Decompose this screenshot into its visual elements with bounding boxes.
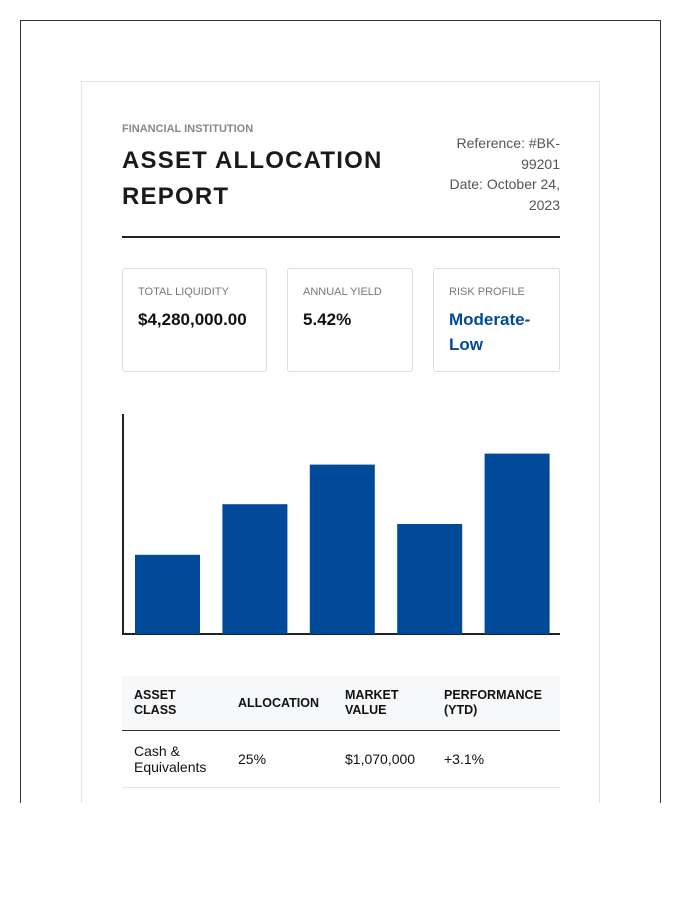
reference: Reference: #BK-99201 <box>456 135 561 172</box>
column-header: ALLOCATION <box>226 676 333 731</box>
metric-label: TOTAL LIQUIDITY <box>138 286 229 298</box>
metric-value: $4,280,000.00 <box>138 310 247 329</box>
institution-label: FINANCIAL INSTITUTION <box>122 123 254 135</box>
metric-value: 5.42% <box>303 310 352 329</box>
bar <box>397 524 463 634</box>
metric-card: ANNUAL YIELD 5.42% <box>287 268 413 372</box>
separator <box>122 236 560 238</box>
date: Date: October 24, 2023 <box>449 176 560 213</box>
metric-card: RISK PROFILE Moderate-Low <box>433 268 560 372</box>
page-frame <box>20 20 661 803</box>
allocation-table: ASSET CLASS ALLOCATION MARKET VALUE PERF… <box>122 676 560 788</box>
bar <box>135 554 200 634</box>
bar <box>484 453 550 634</box>
cell: $1,070,000 <box>333 730 432 788</box>
metric-value: Moderate-Low <box>449 310 531 354</box>
bar <box>309 464 375 634</box>
chart <box>122 414 560 635</box>
cell: 25% <box>226 730 333 788</box>
metric-label: ANNUAL YIELD <box>303 286 382 298</box>
bar <box>222 504 288 634</box>
column-header: MARKET VALUE <box>333 676 432 731</box>
cell: Cash & Equivalents <box>122 730 226 788</box>
column-header: ASSET CLASS <box>122 676 226 731</box>
metric-card: TOTAL LIQUIDITY $4,280,000.00 <box>122 268 267 372</box>
column-header: PERFORMANCE (YTD) <box>432 676 560 731</box>
report-title: ASSET ALLOCATION REPORT <box>122 147 383 210</box>
report-card <box>81 81 600 803</box>
report-meta: Reference: #BK-99201 Date: October 24, 2… <box>440 133 560 215</box>
cell: +3.1% <box>432 730 560 788</box>
table-row: Cash & Equivalents 25% $1,070,000 +3.1% <box>122 730 560 788</box>
header-row: ASSET CLASS ALLOCATION MARKET VALUE PERF… <box>122 676 560 731</box>
metric-label: RISK PROFILE <box>449 286 525 298</box>
